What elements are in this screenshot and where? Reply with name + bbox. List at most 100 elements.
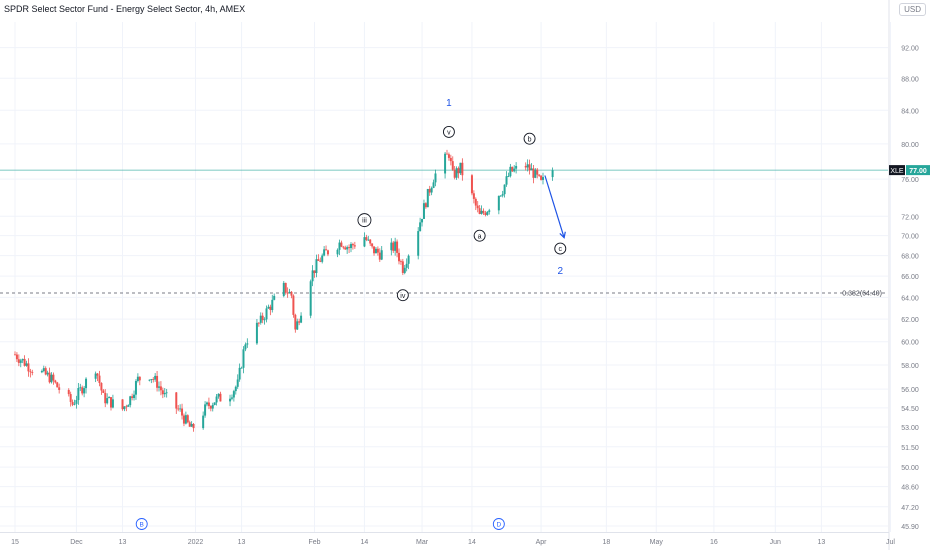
- price-axis[interactable]: 92.00 88.00 84.00 80.00 76.00 72.00 70.00 68.00…: [888, 0, 919, 550]
- wave-circle-b: [523, 132, 536, 145]
- candle-body: [378, 252, 381, 260]
- candle-body: [186, 415, 189, 423]
- candle-body: [486, 211, 489, 215]
- candle-body: [136, 376, 139, 382]
- candle-body: [106, 398, 109, 404]
- wave-label-1: 1: [446, 98, 452, 109]
- candle-body: [532, 168, 535, 178]
- candle-body: [484, 212, 487, 215]
- grid-lines: [0, 22, 892, 532]
- price-tick-label: 50.00: [901, 465, 919, 472]
- candle-body: [163, 393, 166, 395]
- price-tick-label: 48.60: [901, 485, 919, 492]
- candle-body: [497, 195, 500, 211]
- candle-body: [17, 359, 20, 363]
- candle-body: [23, 358, 26, 366]
- candle-body: [396, 241, 399, 253]
- candle-body: [111, 399, 114, 408]
- candle-body: [447, 154, 450, 158]
- candle-body: [52, 374, 55, 381]
- price-tick-label: 56.00: [901, 387, 919, 394]
- candle-body: [58, 387, 61, 390]
- forecast-arrow-head: [559, 231, 566, 239]
- candle-body: [244, 344, 247, 350]
- price-value-label: 77.00: [909, 168, 927, 175]
- candle-body: [338, 242, 341, 250]
- price-tick-label: 58.00: [901, 363, 919, 370]
- candle-body: [67, 389, 70, 395]
- candle-body: [419, 222, 422, 232]
- time-tick-label: May: [650, 539, 664, 546]
- fib-label: 0.382(64.40): [842, 291, 882, 298]
- symbol-tag: [889, 165, 905, 176]
- candle-body: [353, 245, 356, 247]
- candle-body: [234, 386, 237, 392]
- candle-body: [390, 242, 393, 251]
- candle-body: [152, 379, 155, 380]
- candle-body: [515, 165, 518, 169]
- price-tick-label: 92.00: [901, 46, 919, 53]
- candle-body: [230, 397, 233, 399]
- candle-body: [432, 182, 435, 188]
- wave-label-2: 2: [557, 266, 563, 277]
- currency-button[interactable]: USD: [899, 3, 926, 16]
- candle-body: [179, 408, 182, 410]
- price-tick-label: 45.90: [901, 524, 919, 531]
- wave-label-b: b: [528, 136, 532, 143]
- candle-body: [150, 379, 153, 380]
- candle-body: [75, 400, 78, 404]
- candle-body: [482, 210, 485, 213]
- candle-body: [551, 170, 554, 178]
- candle-body: [505, 176, 508, 185]
- candle-body: [31, 372, 34, 373]
- time-tick-label: 14: [468, 539, 476, 546]
- candle-body: [184, 415, 187, 424]
- candle-body: [499, 195, 502, 197]
- candle-body: [417, 231, 420, 256]
- candle-body: [217, 393, 220, 397]
- candle-body: [459, 162, 462, 174]
- candle-body: [73, 403, 76, 405]
- candle-body: [148, 379, 151, 381]
- time-axis[interactable]: 15 Dec 13 2022 13 Feb 14 Mar 14 18 Apr May 16 Jun 13 Ju…: [0, 532, 895, 547]
- wave-circle-a: [473, 229, 486, 242]
- candle-body: [131, 396, 134, 399]
- candle-body: [474, 198, 477, 206]
- candle-body: [472, 193, 475, 199]
- candle-body: [451, 161, 454, 170]
- candle-body: [192, 423, 195, 429]
- candle-body: [470, 175, 473, 194]
- candle-body: [534, 169, 537, 178]
- candle-body: [83, 388, 86, 394]
- price-tick-label: 84.00: [901, 108, 919, 115]
- candle-body: [102, 390, 105, 393]
- candle-body: [336, 249, 339, 255]
- wave-circle-iv: [396, 289, 409, 302]
- candle-body: [229, 398, 232, 402]
- candle-body: [134, 381, 137, 395]
- candle-body: [449, 157, 452, 162]
- candle-body: [542, 177, 544, 180]
- candle-body: [154, 375, 157, 380]
- candle-body: [398, 252, 400, 262]
- candle-body: [21, 358, 24, 361]
- candle-body: [188, 422, 191, 427]
- price-tick-label: 51.50: [901, 445, 919, 452]
- candle-body: [27, 363, 30, 372]
- candle-body: [71, 401, 74, 405]
- candle-body: [511, 166, 514, 172]
- time-tick-label: 15: [11, 539, 19, 546]
- candle-body: [100, 382, 103, 391]
- candle-body: [367, 239, 370, 241]
- candle-body: [346, 247, 349, 250]
- candle-body: [129, 396, 132, 406]
- wave-label-c: c: [559, 246, 563, 253]
- candle-body: [407, 255, 410, 264]
- chart-title: SPDR Select Sector Fund - Energy Select …: [4, 4, 246, 14]
- axis-circle-label-D: D: [496, 522, 501, 529]
- candle-body: [175, 392, 178, 409]
- candle-body: [263, 319, 266, 321]
- candle-body: [321, 255, 324, 262]
- candle-body: [348, 247, 351, 249]
